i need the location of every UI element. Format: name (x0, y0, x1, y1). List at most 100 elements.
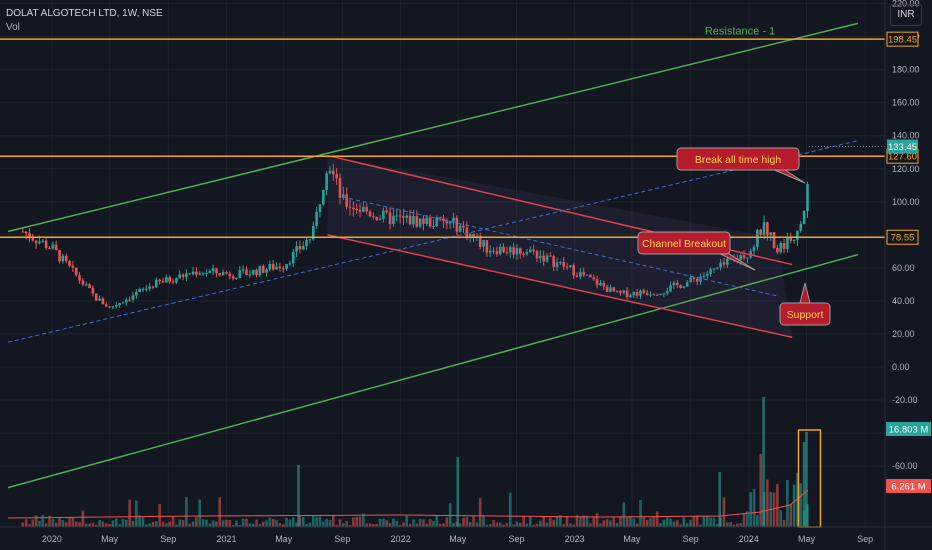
currency-button[interactable]: INR (890, 4, 922, 26)
volume-bar (64, 522, 68, 527)
volume-bar (505, 523, 509, 527)
drawings (0, 22, 885, 489)
volume-bar (101, 521, 105, 527)
candle-body (602, 283, 606, 287)
candle-body (488, 250, 492, 253)
candle-body (726, 258, 729, 265)
volume-bar (629, 516, 632, 527)
candle-body (502, 246, 505, 253)
candle-body (201, 273, 205, 275)
volume-bar (31, 519, 35, 527)
volume-bar (722, 497, 726, 527)
volume-bar (355, 516, 358, 527)
candle-body (51, 244, 55, 249)
volume-bar (475, 522, 479, 527)
candle-body (108, 306, 111, 308)
y-tick-label: 0.00 (892, 362, 910, 372)
candle-body (355, 208, 358, 210)
candle-body (512, 247, 515, 255)
candle-body (715, 267, 719, 269)
x-tick-label: May (275, 534, 293, 544)
y-tick-label: 40.00 (892, 296, 915, 306)
volume-bar (81, 510, 85, 527)
volume-bar (278, 522, 282, 527)
candle-body (332, 170, 335, 175)
volume-bar (525, 523, 529, 527)
candle-body (21, 231, 25, 233)
volume-bar (488, 524, 492, 527)
volume-bar (88, 523, 91, 527)
candle-body (175, 278, 178, 283)
x-tick-label: 2020 (42, 534, 62, 544)
candle-body (261, 265, 265, 273)
candle-body (321, 190, 325, 205)
volume-bar (318, 516, 322, 527)
candle-body (452, 217, 455, 222)
symbol-title[interactable]: DOLAT ALGOTECH LTD, 1W, NSE (6, 8, 163, 19)
candle-body (659, 294, 662, 296)
volume-bar (231, 524, 235, 527)
volume-bar (298, 516, 302, 527)
break-all-time-high-callout-box (676, 147, 800, 171)
volume-bar (352, 517, 355, 527)
candle-body (225, 272, 228, 274)
candle-body (806, 183, 809, 211)
candle-body (529, 249, 532, 253)
x-tick-label: 2024 (739, 534, 759, 544)
volume-bar (685, 523, 689, 527)
candle-body (769, 232, 773, 236)
volume-bar (796, 472, 799, 527)
volume-indicator-label[interactable]: Vol (6, 22, 20, 33)
candle-body (779, 243, 783, 253)
volume-bar (432, 520, 435, 527)
candle-body (251, 269, 255, 275)
candle-body (632, 292, 636, 296)
volume-bar (675, 520, 679, 527)
candle-body (545, 255, 549, 262)
candle-body (64, 255, 68, 261)
candle-body (455, 217, 459, 232)
candle-body (615, 290, 619, 292)
volume-bar (24, 519, 28, 527)
candle-body (482, 240, 485, 247)
volume-bar (702, 516, 706, 527)
volume-bar (201, 519, 205, 527)
candle-body (539, 255, 542, 259)
channel-breakout-callout-box (637, 231, 731, 255)
volume-bar (148, 523, 151, 527)
candle-body (318, 204, 322, 212)
grid (0, 0, 885, 527)
volume-bar (752, 488, 756, 527)
candle-body (248, 274, 252, 276)
volume-bar (529, 515, 532, 527)
candle-body (752, 246, 756, 251)
volume-bar (205, 519, 208, 527)
volume-bar (442, 523, 445, 527)
candle-body (518, 248, 522, 254)
candle-body (719, 262, 722, 268)
volume-bar (348, 524, 352, 527)
volume-bar (712, 517, 716, 527)
volume-bar (275, 520, 278, 527)
volume-bar (776, 484, 779, 527)
candle-body (405, 215, 409, 218)
volume-bar (288, 519, 292, 527)
candle-body (412, 215, 415, 225)
candle-body (68, 260, 71, 266)
level-badge (886, 229, 919, 245)
volume-bar (151, 521, 155, 527)
candle-body (278, 266, 282, 269)
volume-bar (465, 517, 469, 527)
volume-bar (255, 519, 258, 527)
candle-body (265, 269, 268, 273)
volume-bar (28, 524, 31, 527)
volume-bar (569, 523, 572, 527)
volume-bar (58, 518, 61, 527)
volume-bar (508, 492, 512, 527)
candle-body (498, 246, 502, 255)
candle-body (365, 206, 368, 212)
volume-bar (51, 518, 55, 527)
x-tick-label: 2021 (216, 534, 236, 544)
candle-body (782, 243, 786, 249)
